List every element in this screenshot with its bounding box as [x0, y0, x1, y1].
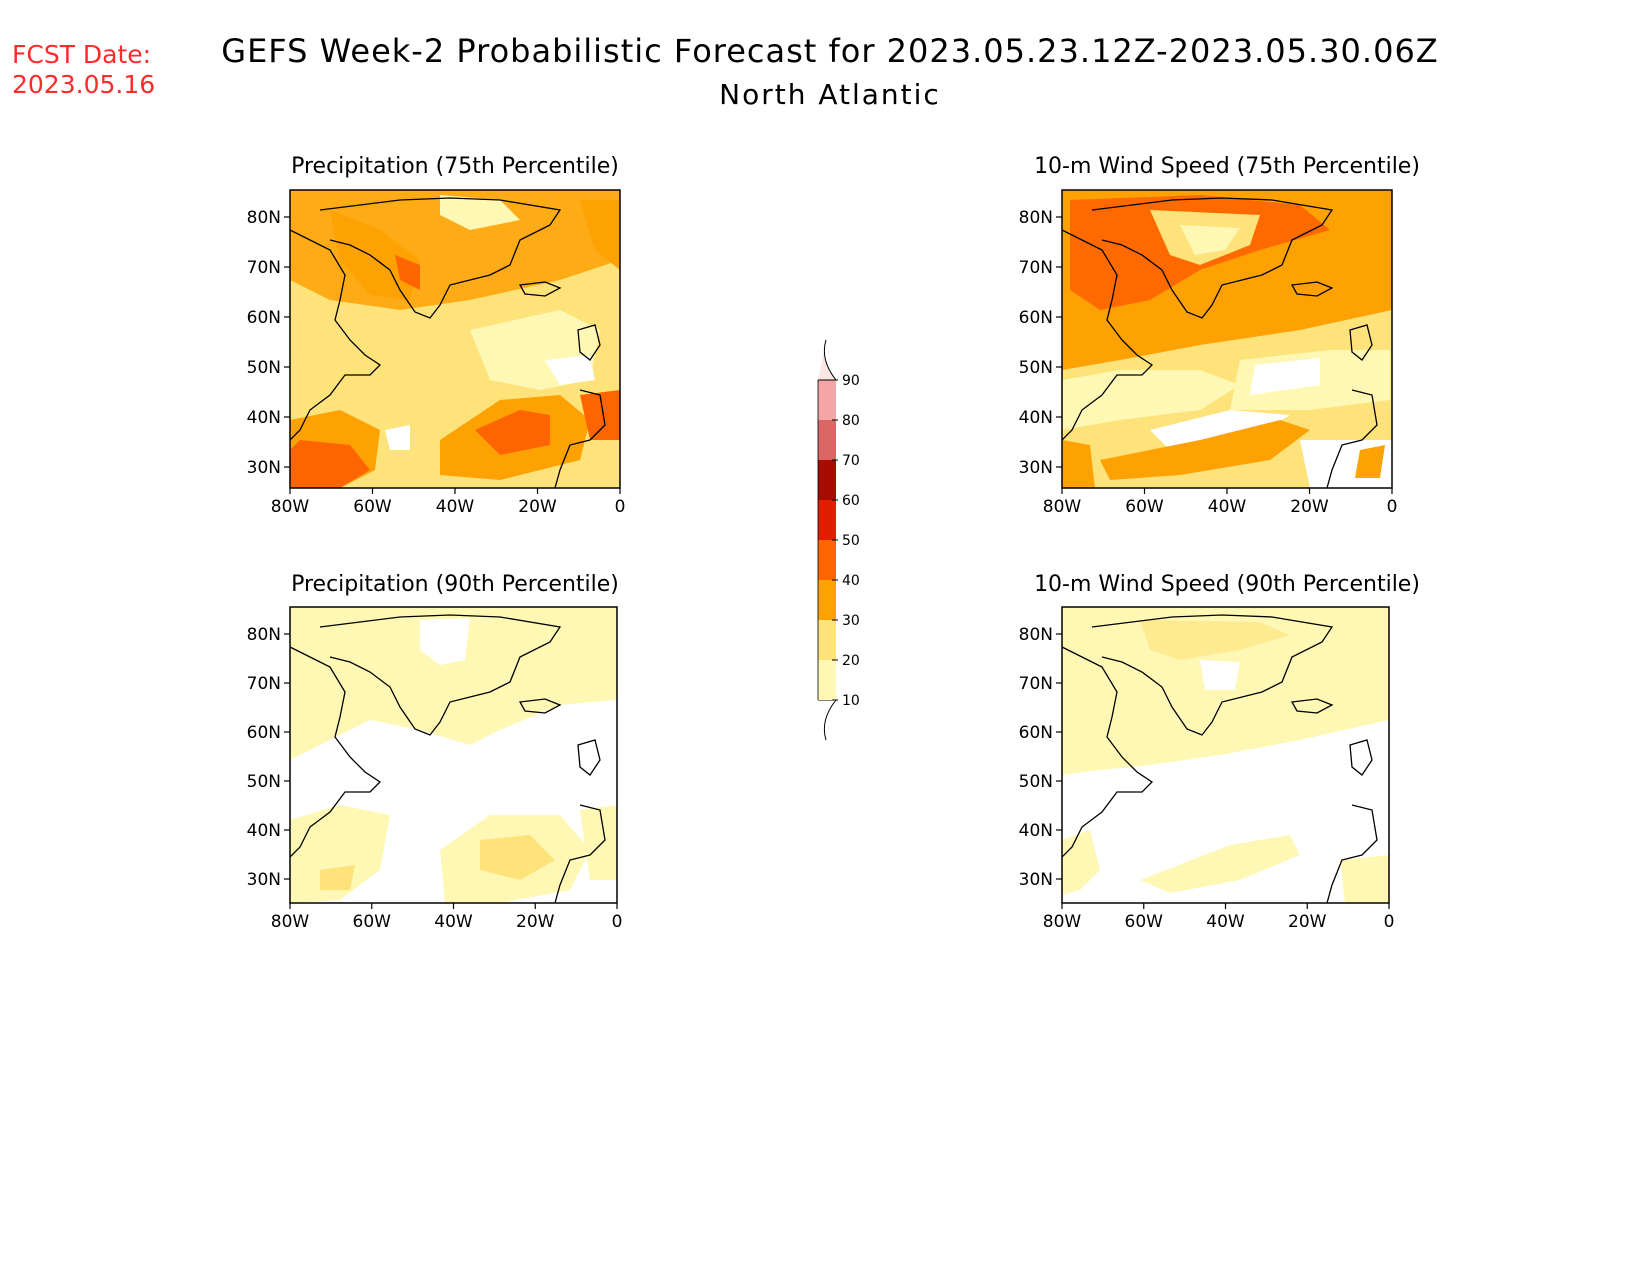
precip-90-field — [290, 607, 617, 903]
lat-tick-label: 30N — [1019, 458, 1053, 478]
coastlines — [290, 197, 606, 488]
wind-75-field — [1062, 190, 1392, 488]
lat-tick-label: 40N — [247, 821, 281, 841]
lat-tick-label: 40N — [1019, 821, 1053, 841]
coastlines — [1062, 197, 1378, 488]
lat-tick-label: 60N — [1019, 308, 1053, 328]
panel-wind-90: 10-m Wind Speed (90th Percentile) — [1034, 572, 1420, 904]
lat-tick-label: 50N — [247, 772, 281, 792]
wind-90-field — [1062, 607, 1389, 903]
colorbar-tick-label: 90 — [842, 373, 860, 389]
lat-tick-label: 80N — [1019, 208, 1053, 228]
colorbar-tick-label: 60 — [842, 493, 860, 509]
lon-tick-label: 80W — [271, 497, 310, 517]
lon-tick-label: 20W — [516, 912, 555, 932]
lat-tick-label: 30N — [1019, 870, 1053, 890]
lon-tick-label: 0 — [1384, 912, 1395, 932]
lon-tick-label: 80W — [271, 912, 310, 932]
colorbar-tick-label: 20 — [842, 653, 860, 669]
colorbar-segment — [818, 620, 836, 660]
lat-tick-label: 30N — [247, 870, 281, 890]
panel-title: Precipitation (75th Percentile) — [291, 154, 619, 179]
lat-tick-label: 60N — [247, 723, 281, 743]
colorbar-segment — [818, 500, 836, 540]
axis-labels: 80N 70N 60N 50N 40N 30N 80W 60W 40W 20W 0 80N 70N 60N… — [247, 208, 1398, 932]
coastlines — [1062, 614, 1378, 903]
panel-precip-75: Precipitation (75th Percentile) — [289, 154, 621, 489]
lat-tick-label: 50N — [1019, 772, 1053, 792]
lat-tick-label: 30N — [247, 458, 281, 478]
lon-tick-label: 40W — [1206, 912, 1245, 932]
lon-tick-label: 20W — [518, 497, 557, 517]
coastlines — [290, 614, 606, 903]
lat-tick-label: 40N — [247, 408, 281, 428]
panel-title: 10-m Wind Speed (90th Percentile) — [1034, 572, 1420, 597]
lon-tick-label: 80W — [1043, 497, 1082, 517]
lat-tick-label: 70N — [247, 258, 281, 278]
lon-tick-label: 60W — [1125, 912, 1164, 932]
colorbar-tick-label: 70 — [842, 453, 860, 469]
panel-wind-75: 10-m Wind Speed (75th Percentile) — [1034, 154, 1420, 489]
lon-tick-label: 40W — [1208, 497, 1247, 517]
colorbar-tick-label: 10 — [842, 693, 860, 709]
lat-tick-label: 50N — [1019, 358, 1053, 378]
precip-75-field — [290, 190, 620, 488]
lon-tick-label: 0 — [615, 497, 626, 517]
lon-tick-label: 20W — [1290, 497, 1329, 517]
lon-tick-label: 60W — [353, 912, 392, 932]
lat-tick-label: 70N — [247, 674, 281, 694]
forecast-date-label: FCST Date: 2023.05.16 — [12, 40, 155, 100]
colorbar-tick-label: 80 — [842, 413, 860, 429]
lon-tick-label: 40W — [434, 912, 473, 932]
lon-tick-label: 40W — [436, 497, 475, 517]
colorbar: 10 20 30 40 50 60 70 80 90 — [817, 339, 860, 741]
lat-tick-label: 80N — [247, 625, 281, 645]
colorbar-segment — [818, 580, 836, 620]
lon-tick-label: 0 — [612, 912, 623, 932]
lon-tick-label: 0 — [1387, 497, 1398, 517]
fcst-date-value: 2023.05.16 — [12, 70, 156, 99]
lon-tick-label: 80W — [1043, 912, 1082, 932]
colorbar-segment — [818, 660, 836, 700]
panel-precip-90: Precipitation (90th Percentile) — [289, 572, 619, 904]
page-subtitle: North Atlantic — [719, 78, 941, 111]
lat-tick-label: 80N — [1019, 625, 1053, 645]
lat-tick-label: 80N — [247, 208, 281, 228]
lat-tick-label: 60N — [1019, 723, 1053, 743]
lat-tick-label: 70N — [1019, 258, 1053, 278]
lat-tick-label: 40N — [1019, 408, 1053, 428]
colorbar-segment — [818, 460, 836, 500]
lon-tick-label: 20W — [1288, 912, 1327, 932]
colorbar-segment — [818, 380, 836, 420]
fcst-date-caption: FCST Date: — [12, 40, 152, 69]
lon-tick-label: 60W — [1125, 497, 1164, 517]
lat-tick-label: 50N — [247, 358, 281, 378]
page-title: GEFS Week-2 Probabilistic Forecast for 2… — [221, 32, 1439, 70]
colorbar-cap-top — [818, 339, 838, 381]
lon-tick-label: 60W — [353, 497, 392, 517]
panel-title: Precipitation (90th Percentile) — [291, 572, 619, 597]
colorbar-tick-label: 30 — [842, 613, 860, 629]
colorbar-tick-label: 50 — [842, 533, 860, 549]
colorbar-cap-bottom — [818, 699, 838, 741]
lat-tick-label: 70N — [1019, 674, 1053, 694]
colorbar-segment — [818, 540, 836, 580]
panel-title: 10-m Wind Speed (75th Percentile) — [1034, 154, 1420, 179]
colorbar-segment — [818, 420, 836, 460]
colorbar-tick-label: 40 — [842, 573, 860, 589]
lat-tick-label: 60N — [247, 308, 281, 328]
